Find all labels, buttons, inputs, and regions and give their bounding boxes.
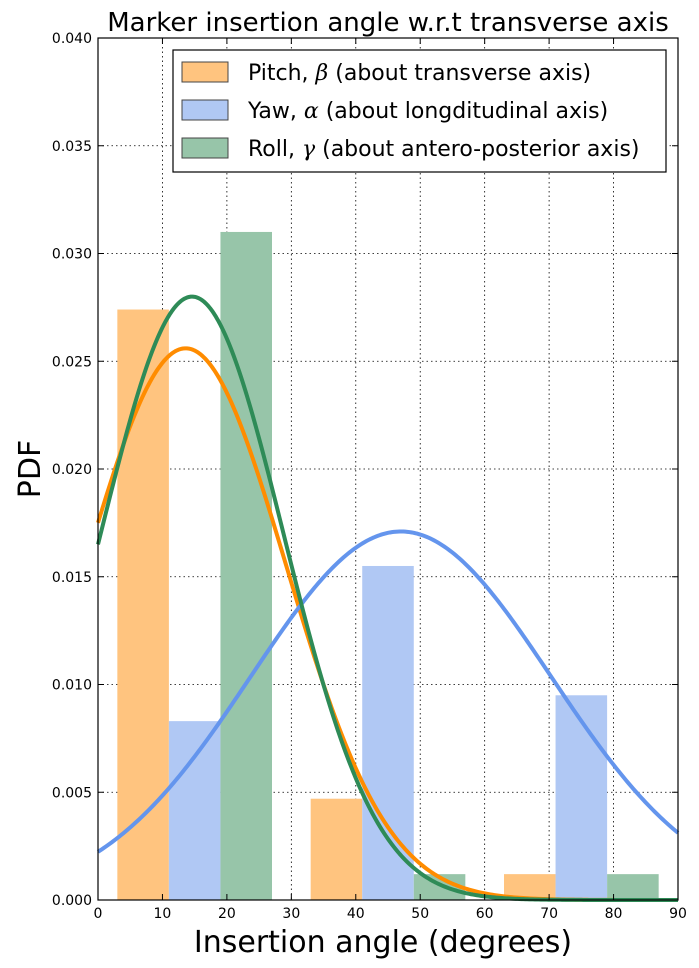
y-tick-label: 0.035 bbox=[52, 139, 92, 155]
x-tick-label: 80 bbox=[605, 906, 623, 922]
legend-label-suffix: (about antero-posterior axis) bbox=[315, 137, 639, 162]
fit-curve-series-1 bbox=[96, 529, 680, 854]
legend-swatch-series-1 bbox=[181, 99, 229, 121]
y-tick-label: 0.000 bbox=[52, 893, 92, 909]
y-tick-label: 0.040 bbox=[52, 31, 92, 47]
chart-title: Marker insertion angle w.r.t transverse … bbox=[107, 8, 669, 38]
legend-label-series-2: Roll, γ (about antero-posterior axis) bbox=[248, 137, 640, 162]
histogram-bar-series-2 bbox=[607, 874, 659, 900]
histogram-bar-series-1 bbox=[555, 695, 608, 900]
x-tick-label: 70 bbox=[540, 906, 558, 922]
legend-swatch-series-0 bbox=[181, 61, 229, 83]
histogram-bar-series-0 bbox=[117, 309, 169, 900]
x-tick-label: 50 bbox=[411, 906, 429, 922]
y-tick-label: 0.010 bbox=[52, 678, 92, 694]
legend-label-suffix: (about transverse axis) bbox=[328, 61, 591, 86]
bars bbox=[117, 231, 659, 900]
legend-label-symbol: γ bbox=[302, 137, 316, 162]
y-tick-label: 0.015 bbox=[52, 570, 92, 586]
y-tick-label: 0.025 bbox=[52, 354, 92, 370]
x-tick-label: 0 bbox=[94, 906, 103, 922]
x-tick-label: 40 bbox=[347, 906, 365, 922]
y-tick-label: 0.020 bbox=[52, 462, 92, 478]
y-tick-labels: 0.000 0.005 0.010 0.015 0.020 0.025 0.030 0.035… bbox=[52, 31, 92, 909]
ticks bbox=[97, 37, 679, 901]
histogram-bar-series-2 bbox=[220, 231, 272, 900]
x-tick-label: 60 bbox=[476, 906, 494, 922]
legend-label-text: Pitch, bbox=[248, 61, 316, 86]
legend: Pitch, β (about transverse axis) Yaw, α (… bbox=[172, 49, 667, 173]
y-axis-label: PDF bbox=[13, 440, 48, 498]
x-tick-label: 30 bbox=[282, 906, 300, 922]
legend-label-symbol: β bbox=[315, 61, 329, 86]
legend-label-text: Roll, bbox=[248, 137, 302, 162]
histogram-bar-series-1 bbox=[168, 721, 221, 900]
legend-frame bbox=[172, 49, 667, 173]
histogram-bar-series-0 bbox=[310, 798, 363, 900]
legend-label-suffix: (about longditudinal axis) bbox=[319, 99, 608, 124]
y-tick-label: 0.030 bbox=[52, 247, 92, 263]
legend-label-symbol: α bbox=[304, 99, 319, 124]
legend-swatch-series-2 bbox=[181, 137, 229, 159]
legend-label-series-0: Pitch, β (about transverse axis) bbox=[248, 61, 591, 86]
legend-label-text: Yaw, bbox=[247, 99, 304, 124]
x-tick-label: 90 bbox=[669, 906, 687, 922]
histogram-bar-series-1 bbox=[362, 565, 414, 900]
y-tick-label: 0.005 bbox=[52, 785, 92, 801]
x-tick-label: 20 bbox=[218, 906, 236, 922]
legend-label-series-1: Yaw, α (about longditudinal axis) bbox=[247, 99, 608, 124]
x-tick-labels: 0 10 20 30 40 50 60 70 80 90 bbox=[94, 906, 687, 922]
x-tick-label: 10 bbox=[154, 906, 172, 922]
x-axis-label: Insertion angle (degrees) bbox=[194, 925, 572, 960]
